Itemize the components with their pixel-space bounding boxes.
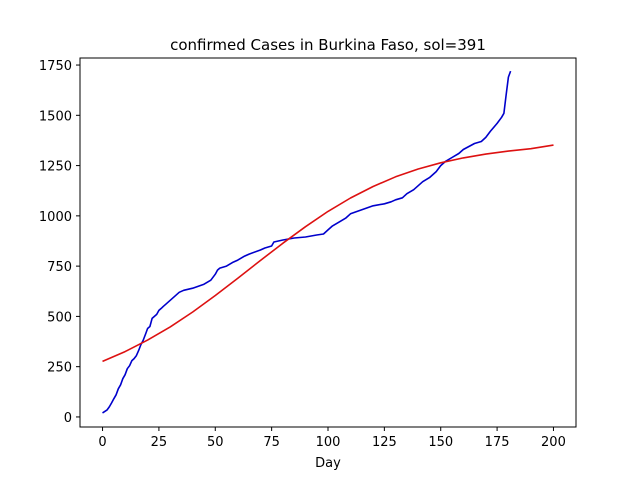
confirmed-cases-line xyxy=(102,70,512,414)
x-tick-label: 0 xyxy=(98,435,106,450)
y-tick-label: 250 xyxy=(47,361,72,376)
x-tick-label: 75 xyxy=(263,435,280,450)
y-tick-label: 1750 xyxy=(39,59,72,74)
chart-title: confirmed Cases in Burkina Faso, sol=391 xyxy=(170,36,486,54)
fitted-curve-line xyxy=(102,144,554,363)
y-tick-label: 0 xyxy=(64,411,72,426)
x-tick-label: 100 xyxy=(316,435,341,450)
y-axis: 0 250 500 750 1000 1250 1500 1750 xyxy=(39,59,80,426)
x-tick-label: 150 xyxy=(428,435,453,450)
x-tick-label: 125 xyxy=(372,435,397,450)
y-tick-label: 1000 xyxy=(39,210,72,225)
y-tick-label: 1500 xyxy=(39,109,72,124)
axes-frame xyxy=(79,57,577,428)
x-tick-label: 50 xyxy=(207,435,224,450)
y-tick-label: 500 xyxy=(47,310,72,325)
x-axis-label: Day xyxy=(315,456,341,471)
y-tick-label: 1250 xyxy=(39,160,72,175)
x-tick-label: 200 xyxy=(541,435,566,450)
x-tick-label: 25 xyxy=(151,435,168,450)
x-tick-label: 175 xyxy=(485,435,510,450)
plot-area xyxy=(102,70,554,414)
y-tick-label: 750 xyxy=(47,260,72,275)
x-axis: 0 25 50 75 100 125 150 175 200 xyxy=(98,427,566,450)
